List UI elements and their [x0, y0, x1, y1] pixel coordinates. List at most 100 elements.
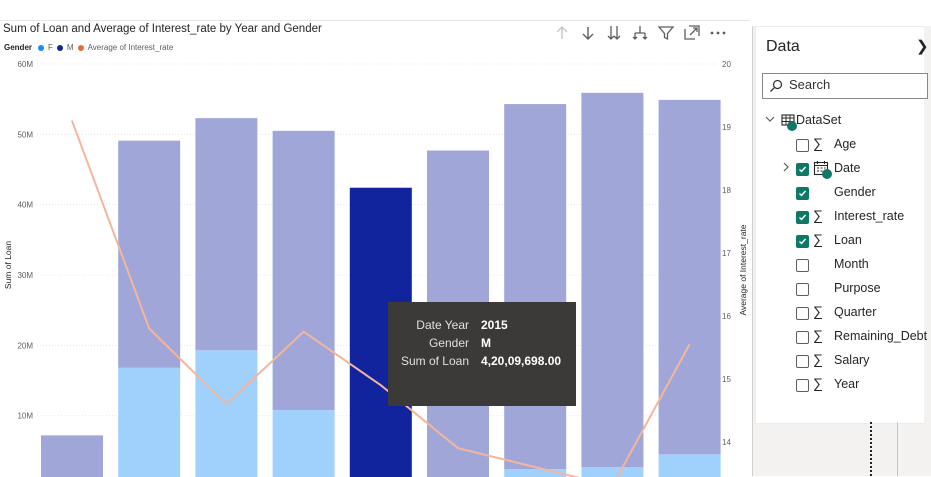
field-item-loan[interactable]: ∑ Loan [756, 229, 926, 253]
legend-title: Gender [4, 43, 33, 52]
chart-visual[interactable]: 10M 20M 30M 40M 50M 60M 14 15 16 17 18 19 20 Sum of L… [0, 20, 750, 477]
chart-title: Sum of Loan and Average of Interest_rate… [3, 23, 322, 35]
legend-dot-f [38, 44, 45, 51]
calendar-icon [813, 161, 829, 176]
sum-icon: ∑ [813, 135, 823, 151]
y2-tick-label: 19 [722, 123, 731, 132]
legend-dot-interest [77, 44, 84, 51]
resize-handle[interactable] [870, 422, 872, 476]
bar-m [658, 99, 721, 455]
line-point [689, 343, 691, 345]
field-name: Loan [834, 233, 862, 247]
dataset-name: DataSet [796, 113, 842, 127]
y-tick-label: 60M [17, 60, 33, 69]
field-checkbox[interactable] [796, 355, 809, 368]
field-checkbox[interactable] [796, 211, 809, 224]
field-checkbox[interactable] [796, 283, 809, 296]
bar-m [504, 104, 567, 470]
field-name: Gender [834, 185, 876, 199]
y-tick-label: 20M [17, 341, 33, 350]
field-item-remaining_debt[interactable]: ∑ Remaining_Debt [756, 325, 927, 349]
tooltip-key: Date Year [416, 318, 469, 332]
y-axis-title: Sum of Loan [3, 241, 13, 289]
line-point [457, 447, 459, 449]
search-input[interactable] [789, 77, 919, 92]
y2-tick-label: 18 [722, 186, 731, 195]
more-options-icon[interactable] [708, 23, 728, 43]
field-name: Interest_rate [834, 209, 905, 223]
divider [897, 422, 898, 476]
field-item-purpose[interactable]: Purpose [756, 277, 926, 301]
field-item-month[interactable]: Month [756, 253, 926, 277]
field-item-year[interactable]: ∑ Year [756, 373, 926, 397]
data-pane-body: Data ❯❯ DataSet ∑ Age Date Gender ∑ Interest_… [755, 26, 931, 424]
field-checkbox[interactable] [796, 331, 809, 344]
legend-dot-m [56, 44, 63, 51]
y-tick-label: 10M [17, 412, 33, 421]
field-checkbox[interactable] [796, 235, 809, 248]
search-icon [770, 79, 783, 92]
bar-f [658, 454, 721, 477]
legend-item-interest[interactable]: Average of Interest_rate [87, 43, 174, 52]
field-checkbox[interactable] [796, 307, 809, 320]
line-point [303, 331, 305, 333]
sum-icon: ∑ [813, 351, 823, 367]
field-checkbox[interactable] [796, 379, 809, 392]
sum-icon: ∑ [813, 327, 823, 343]
check-badge-icon [787, 121, 797, 131]
field-checkbox[interactable] [796, 259, 809, 272]
filter-icon[interactable] [656, 23, 676, 43]
data-pane-title: Data [766, 38, 800, 55]
field-checkbox[interactable] [796, 139, 809, 152]
y2-axis-title: Average of Interest_rate [738, 224, 748, 315]
field-name: Salary [834, 353, 870, 367]
field-search[interactable] [762, 73, 928, 99]
bar-f [118, 367, 181, 477]
field-name: Age [834, 137, 857, 151]
legend-item-m[interactable]: M [66, 43, 74, 52]
line-point [225, 403, 227, 405]
drill-up-icon[interactable] [552, 23, 572, 43]
y-tick-label: 50M [17, 130, 33, 139]
y-tick-label: 30M [17, 271, 33, 280]
field-item-date[interactable]: Date [756, 157, 926, 181]
bar-f [272, 410, 335, 477]
drill-down-icon[interactable] [578, 23, 598, 43]
expand-all-down-icon[interactable] [604, 23, 624, 43]
field-item-interest_rate[interactable]: ∑ Interest_rate [756, 205, 926, 229]
tooltip-row: Gender M [388, 336, 576, 354]
tooltip-row: Sum of Loan 4,20,09,698.00 [388, 354, 576, 372]
sum-icon: ∑ [813, 231, 823, 247]
line-point [534, 466, 536, 468]
line-point [148, 328, 150, 330]
field-item-quarter[interactable]: ∑ Quarter [756, 301, 926, 325]
bar-f [504, 469, 567, 477]
sum-icon: ∑ [813, 303, 823, 319]
tooltip-row: Date Year 2015 [388, 318, 576, 336]
chart-tooltip: Date Year 2015 Gender M Sum of Loan 4,20… [388, 302, 576, 406]
legend-item-f[interactable]: F [48, 43, 53, 52]
field-checkbox[interactable] [796, 163, 809, 176]
field-item-salary[interactable]: ∑ Salary [756, 349, 926, 373]
tooltip-value: 2015 [481, 318, 508, 332]
field-checkbox[interactable] [796, 187, 809, 200]
chevron-down-icon[interactable] [765, 114, 775, 124]
y2-tick-label: 14 [722, 438, 731, 447]
bar-m [272, 130, 335, 411]
data-pane: Data ❯❯ DataSet ∑ Age Date Gender ∑ Interest_… [752, 26, 931, 476]
chevron-right-icon[interactable] [781, 162, 791, 172]
tooltip-value: 4,20,09,698.00 [481, 354, 562, 368]
y-tick-label: 40M [17, 201, 33, 210]
collapse-pane-icon[interactable]: ❯❯ [916, 38, 931, 55]
field-item-gender[interactable]: Gender [756, 181, 926, 205]
sum-icon: ∑ [813, 207, 823, 223]
visual-header-icons [552, 23, 728, 43]
tooltip-key: Sum of Loan [400, 354, 469, 368]
line-point [380, 384, 382, 386]
focus-mode-icon[interactable] [682, 23, 702, 43]
dataset-node[interactable]: DataSet [756, 109, 926, 133]
expand-hierarchy-icon[interactable] [630, 23, 650, 43]
field-item-age[interactable]: ∑ Age [756, 133, 926, 157]
tooltip-value: M [481, 336, 491, 350]
field-name: Year [834, 377, 860, 391]
